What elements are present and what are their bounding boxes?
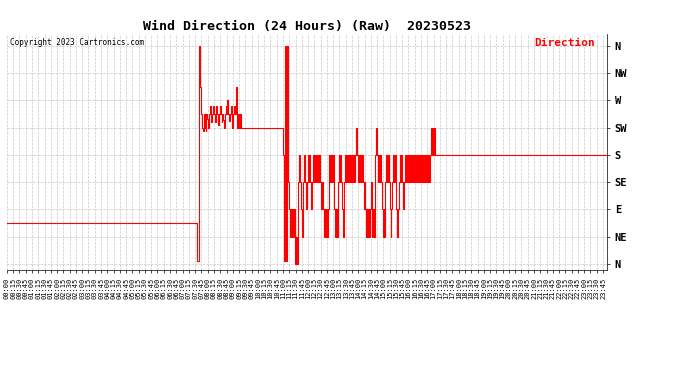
Text: Direction: Direction [535, 39, 595, 48]
Title: Wind Direction (24 Hours) (Raw)  20230523: Wind Direction (24 Hours) (Raw) 20230523 [143, 20, 471, 33]
Text: Copyright 2023 Cartronics.com: Copyright 2023 Cartronics.com [10, 39, 144, 48]
